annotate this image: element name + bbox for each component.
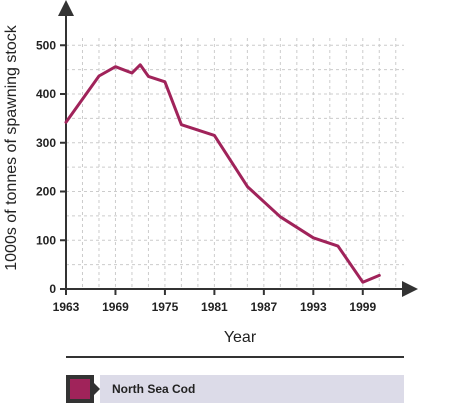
series-line-north-sea-cod [64,63,381,284]
legend-item: North Sea Cod [66,375,404,403]
legend-swatch-frame [66,375,94,403]
x-tick-label: 1981 [201,300,228,314]
x-tick-label: 1963 [53,300,80,314]
y-tick-label: 0 [49,282,56,296]
y-tick-label: 200 [36,185,56,199]
legend-label: North Sea Cod [112,382,196,396]
tick-labels: 0 100 200 300 400 500 1963 1969 1975 1981 1987 1993… [36,38,376,314]
y-tick-label: 100 [36,233,56,247]
x-tick-label: 1993 [300,300,327,314]
legend-swatch [70,379,90,399]
x-tick-label: 1975 [152,300,179,314]
grid [66,38,404,289]
x-tick-label: 1987 [251,300,278,314]
y-tick-label: 500 [36,38,56,52]
x-axis-title: Year [224,329,257,346]
axes [58,0,418,297]
x-tick-label: 1999 [349,300,376,314]
y-tick-label: 300 [36,136,56,150]
y-axis-title: 1000s of tonnes of spawning stock [3,24,20,270]
legend-pointer-icon [94,383,100,395]
x-tick-label: 1969 [102,300,129,314]
series-layer [64,63,381,284]
y-tick-label: 400 [36,87,56,101]
legend-divider [66,356,404,358]
legend-label-box: North Sea Cod [100,375,404,403]
